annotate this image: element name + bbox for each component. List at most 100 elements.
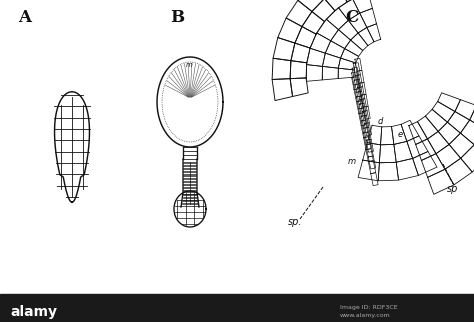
Polygon shape — [295, 26, 316, 48]
Polygon shape — [368, 161, 376, 174]
Polygon shape — [356, 75, 363, 88]
Text: e: e — [398, 130, 403, 139]
Text: m: m — [186, 62, 193, 68]
Polygon shape — [366, 149, 374, 162]
Polygon shape — [326, 8, 348, 30]
Polygon shape — [371, 173, 378, 186]
Polygon shape — [421, 154, 445, 177]
Polygon shape — [322, 53, 340, 68]
Polygon shape — [367, 24, 381, 42]
Polygon shape — [425, 109, 447, 131]
Polygon shape — [356, 101, 364, 114]
Polygon shape — [438, 122, 460, 145]
Polygon shape — [379, 145, 396, 163]
Polygon shape — [366, 144, 374, 157]
Polygon shape — [355, 58, 362, 71]
Polygon shape — [354, 89, 361, 102]
Polygon shape — [364, 132, 371, 145]
Polygon shape — [361, 125, 369, 137]
Polygon shape — [331, 30, 351, 49]
Polygon shape — [174, 191, 206, 227]
Polygon shape — [55, 92, 90, 202]
Polygon shape — [290, 78, 308, 97]
Polygon shape — [357, 91, 364, 104]
Polygon shape — [363, 106, 370, 119]
Polygon shape — [339, 0, 361, 2]
Text: m: m — [348, 157, 356, 166]
Polygon shape — [416, 139, 436, 160]
Polygon shape — [353, 63, 360, 76]
Polygon shape — [368, 156, 376, 169]
Polygon shape — [358, 160, 379, 181]
Polygon shape — [436, 145, 461, 169]
Polygon shape — [460, 120, 474, 145]
Polygon shape — [324, 0, 347, 11]
Polygon shape — [363, 143, 381, 163]
Text: Image ID: RDF3CE: Image ID: RDF3CE — [340, 306, 398, 310]
Polygon shape — [272, 79, 292, 100]
Polygon shape — [291, 43, 310, 63]
Polygon shape — [364, 137, 371, 150]
Polygon shape — [359, 108, 366, 121]
Polygon shape — [470, 106, 474, 129]
Polygon shape — [307, 48, 325, 66]
Polygon shape — [181, 159, 199, 207]
Polygon shape — [438, 93, 460, 111]
Polygon shape — [359, 103, 366, 116]
Polygon shape — [338, 68, 354, 79]
Polygon shape — [351, 33, 368, 51]
Polygon shape — [157, 57, 223, 147]
Polygon shape — [272, 58, 291, 80]
Text: C: C — [345, 9, 358, 26]
Polygon shape — [396, 158, 419, 180]
Bar — [0, 294, 474, 322]
Polygon shape — [306, 65, 322, 81]
Polygon shape — [352, 67, 359, 80]
Polygon shape — [361, 120, 368, 133]
Polygon shape — [409, 122, 428, 145]
Polygon shape — [352, 72, 359, 85]
Polygon shape — [362, 115, 369, 128]
Polygon shape — [357, 87, 365, 99]
Polygon shape — [352, 77, 359, 90]
Polygon shape — [413, 151, 437, 175]
Polygon shape — [394, 141, 413, 162]
Polygon shape — [354, 84, 361, 97]
Polygon shape — [358, 27, 374, 46]
Polygon shape — [367, 125, 382, 145]
Polygon shape — [381, 127, 394, 145]
Text: B: B — [170, 9, 184, 26]
Polygon shape — [432, 101, 455, 122]
Polygon shape — [338, 0, 360, 20]
Polygon shape — [428, 169, 454, 194]
Text: A: A — [18, 9, 31, 26]
Polygon shape — [378, 162, 399, 181]
Polygon shape — [428, 131, 449, 154]
Polygon shape — [290, 61, 307, 79]
Polygon shape — [312, 0, 335, 22]
Polygon shape — [302, 12, 324, 34]
Polygon shape — [455, 99, 474, 120]
Text: alamy: alamy — [10, 305, 57, 319]
Polygon shape — [364, 127, 371, 140]
Polygon shape — [392, 124, 407, 145]
Polygon shape — [356, 96, 364, 109]
Polygon shape — [338, 58, 356, 70]
Polygon shape — [355, 79, 362, 92]
Text: www.alamy.com: www.alamy.com — [340, 314, 391, 318]
Polygon shape — [401, 120, 419, 141]
Polygon shape — [357, 70, 364, 83]
Polygon shape — [359, 113, 366, 126]
Polygon shape — [365, 123, 372, 136]
Polygon shape — [362, 111, 369, 124]
Polygon shape — [310, 33, 331, 53]
Polygon shape — [360, 99, 367, 112]
Polygon shape — [447, 111, 470, 133]
Polygon shape — [418, 116, 438, 139]
Polygon shape — [366, 139, 374, 152]
Polygon shape — [286, 0, 312, 26]
Polygon shape — [348, 13, 367, 33]
Polygon shape — [317, 19, 338, 41]
Polygon shape — [340, 49, 359, 63]
Text: sp: sp — [447, 184, 458, 194]
